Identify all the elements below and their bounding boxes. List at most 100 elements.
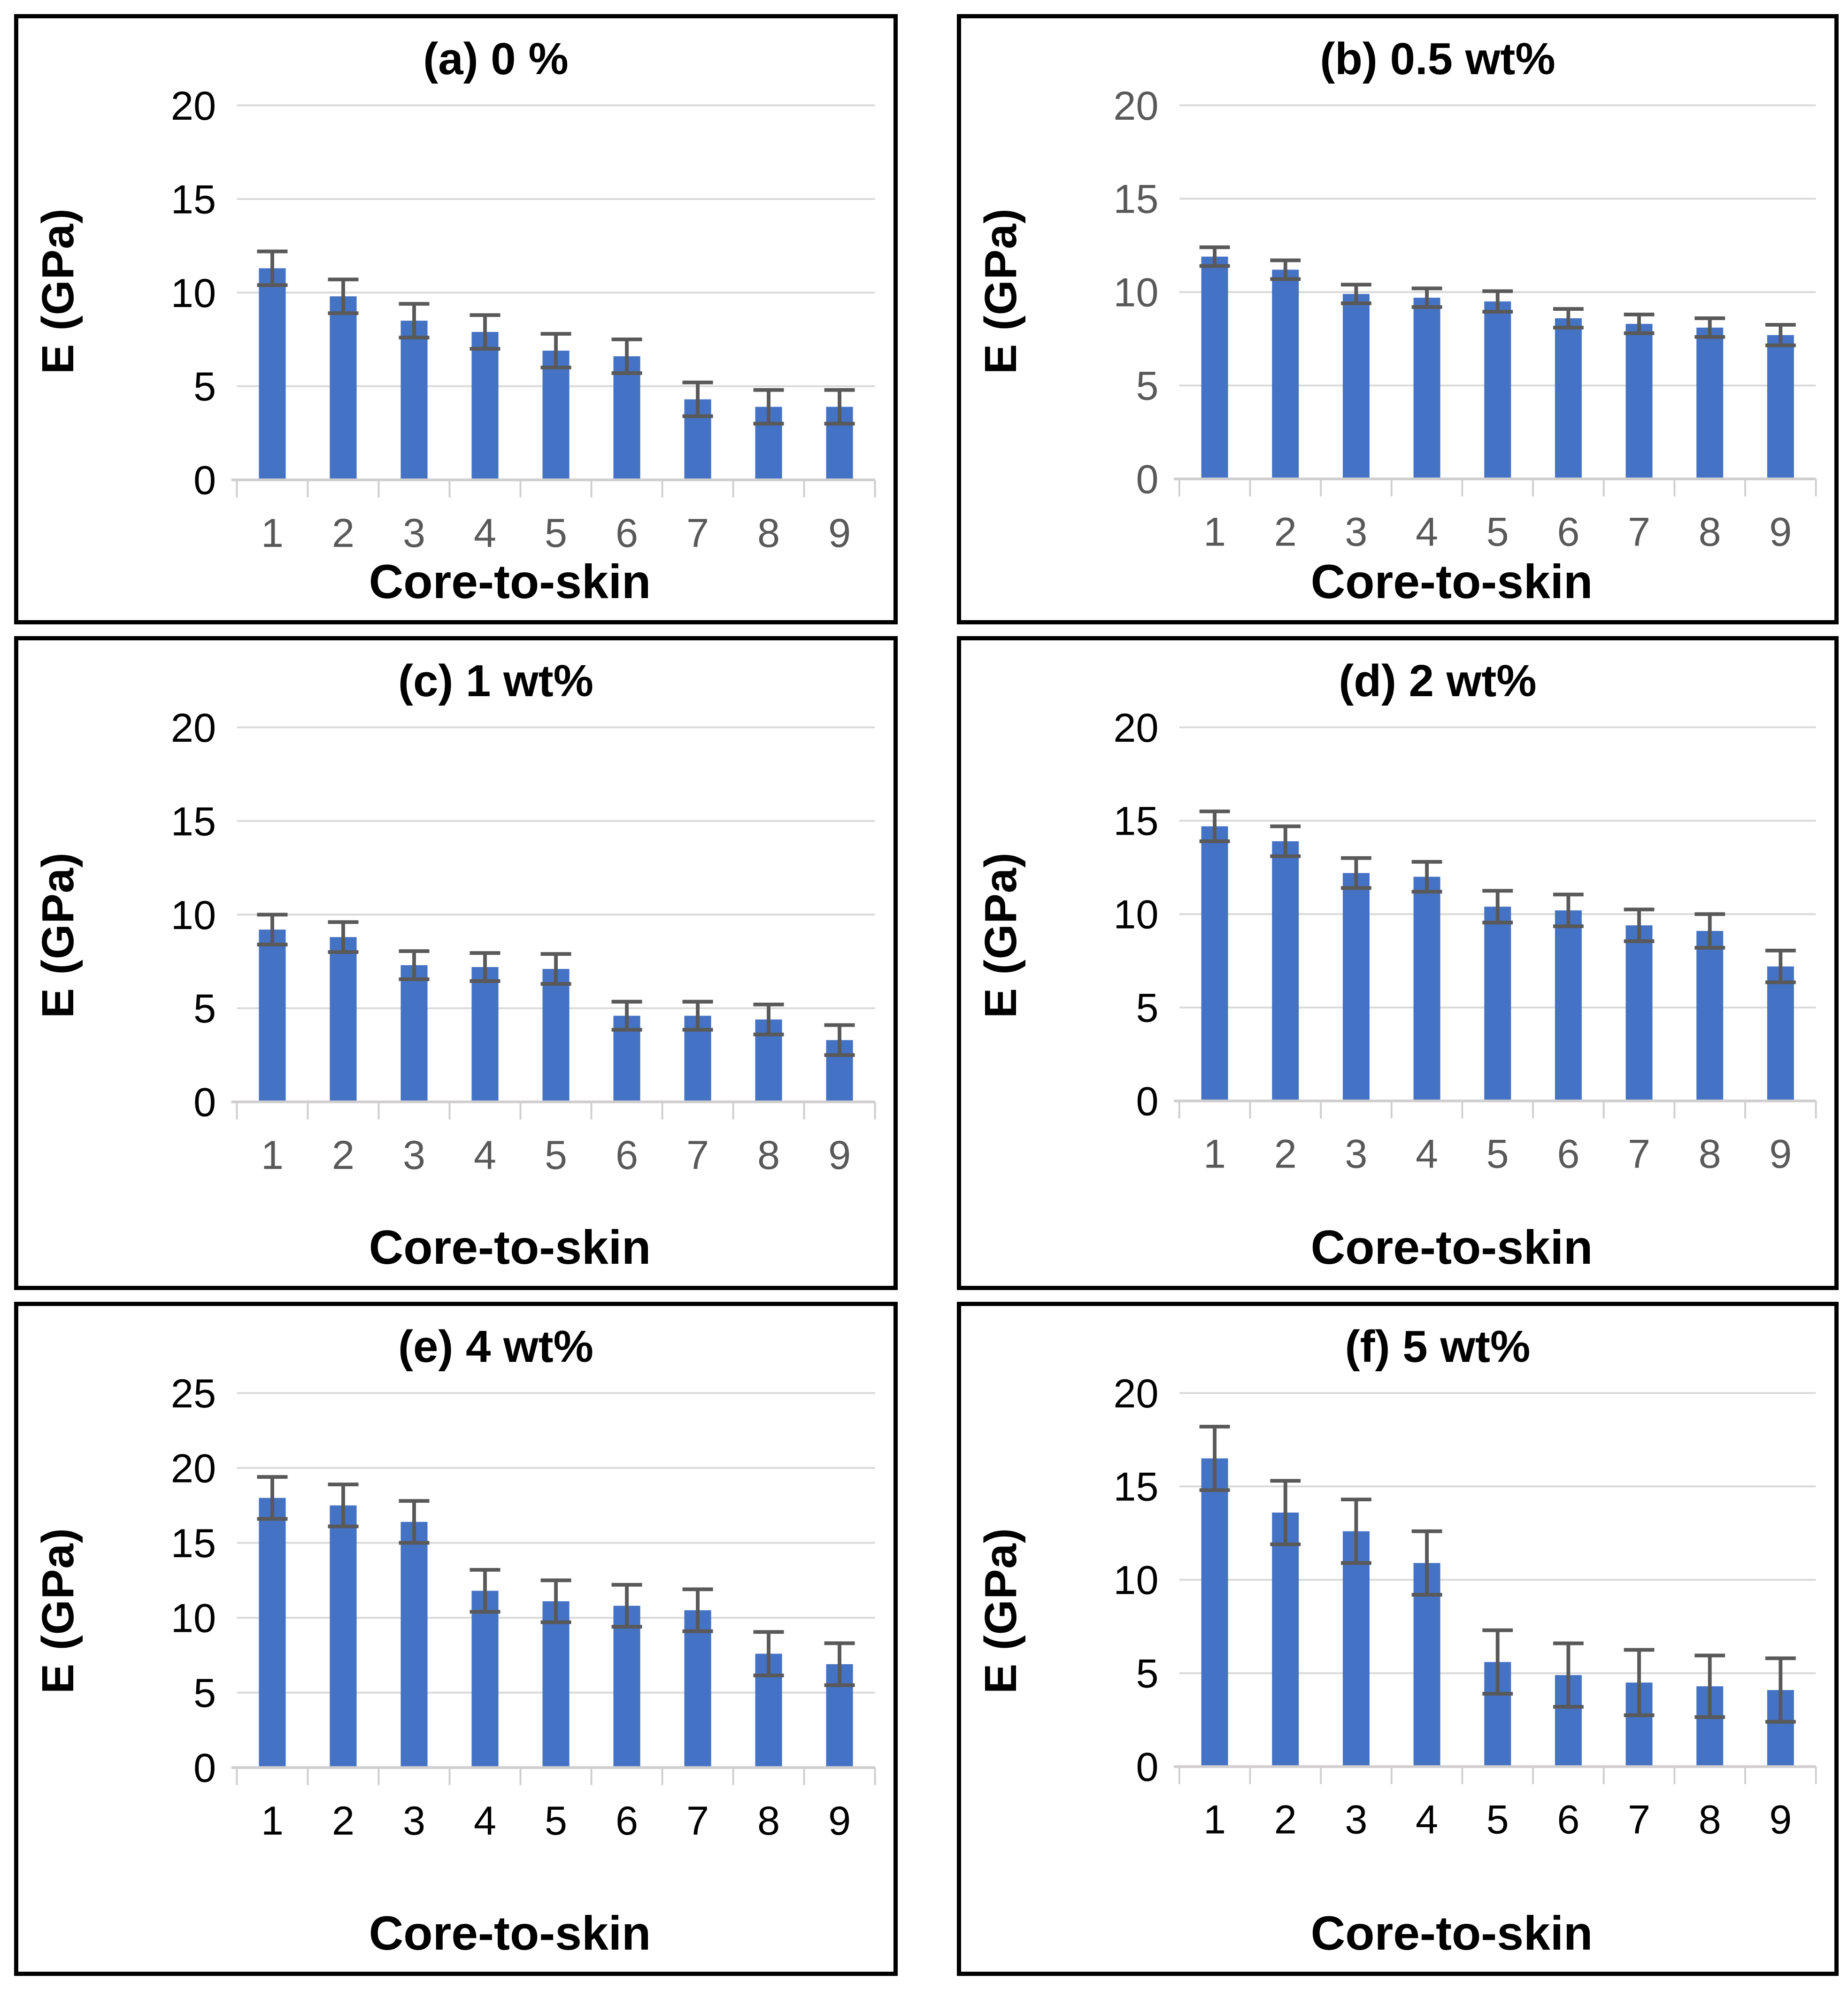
bar <box>330 937 357 1102</box>
y-tick-label: 5 <box>193 364 216 409</box>
y-tick-label: 5 <box>193 1671 216 1716</box>
x-tick-label: 6 <box>1557 1131 1579 1176</box>
y-tick-label: 5 <box>1136 985 1158 1030</box>
x-tick-label: 1 <box>1203 1131 1226 1176</box>
x-tick-label: 5 <box>1486 1131 1509 1176</box>
y-tick-label: 0 <box>193 1080 216 1125</box>
y-tick-label: 20 <box>171 709 216 751</box>
y-tick-label: 20 <box>1113 1375 1158 1416</box>
x-tick-label: 5 <box>545 1798 567 1844</box>
bar <box>542 968 570 1102</box>
bar <box>1342 293 1370 479</box>
x-tick-label: 7 <box>1628 509 1650 554</box>
chart-column: (e) 4 wt% 0 5 10 15 20 25 1 2 3 4 5 6 7 8 9 Core-to-sk… <box>98 1306 893 1972</box>
bar <box>1201 256 1228 479</box>
y-tick-label: 10 <box>1113 1558 1158 1603</box>
x-axis-label: Core-to-skin <box>369 1906 651 1960</box>
y-tick-label: 15 <box>171 1521 216 1566</box>
y-axis-label: E (GPa) <box>976 852 1026 1018</box>
bar <box>259 268 286 480</box>
x-tick-label: 8 <box>1699 509 1721 554</box>
y-axis-label: E (GPa) <box>976 208 1026 374</box>
x-tick-label: 1 <box>261 511 284 555</box>
y-tick-label: 25 <box>171 1375 216 1416</box>
y-tick-label: 10 <box>171 270 216 315</box>
bar <box>1201 826 1228 1101</box>
x-axis-label: Core-to-skin <box>1310 554 1593 608</box>
x-tick-label: 1 <box>1203 1797 1226 1842</box>
x-tick-label: 7 <box>686 1133 709 1178</box>
x-axis-label: Core-to-skin <box>369 1220 651 1274</box>
y-axis-label-column: E (GPa) <box>961 18 1041 620</box>
x-tick-label: 9 <box>828 1133 851 1178</box>
chart-svg: 0 5 10 15 20 1 2 3 4 5 6 7 8 9 <box>171 709 876 1178</box>
x-tick-label: 1 <box>261 1133 284 1178</box>
x-tick-label: 2 <box>332 511 354 555</box>
chart-svg: 0 5 10 15 20 1 2 3 4 5 6 7 8 9 <box>171 87 876 555</box>
bar <box>1555 910 1582 1101</box>
y-tick-label: 10 <box>171 1596 216 1641</box>
x-tick-label: 2 <box>332 1798 354 1844</box>
bar <box>400 965 428 1102</box>
y-axis-label-column: E (GPa) <box>18 640 98 1286</box>
y-tick-label: 0 <box>193 458 216 503</box>
chart-column: (d) 2 wt% 0 5 10 15 20 1 2 3 4 5 6 7 8 9 Core-to-skin <box>1041 640 1834 1286</box>
chart-column: (a) 0 % 0 5 10 15 20 1 2 3 4 5 6 7 8 9 Core-to-skin <box>98 18 893 620</box>
x-tick-label: 9 <box>1769 1131 1792 1176</box>
x-tick-label: 9 <box>828 511 851 555</box>
y-tick-label: 5 <box>193 986 216 1031</box>
x-tick-label: 7 <box>1628 1131 1650 1176</box>
bar <box>1413 1563 1440 1767</box>
y-tick-label: 15 <box>171 177 216 222</box>
y-tick-label: 10 <box>171 892 216 937</box>
panel-title: (e) 4 wt% <box>398 1322 594 1372</box>
x-tick-label: 4 <box>474 511 496 555</box>
bar <box>684 1610 711 1767</box>
bar <box>1625 925 1653 1101</box>
chart-column: (b) 0.5 wt% 0 5 10 15 20 1 2 3 4 5 6 7 8 9 Core-to-sk… <box>1041 18 1834 620</box>
bar <box>1272 269 1299 479</box>
bar <box>1767 966 1794 1101</box>
y-tick-label: 5 <box>1136 1651 1158 1696</box>
x-tick-label: 6 <box>1557 1797 1579 1842</box>
panel-a: E (GPa) (a) 0 % 0 5 10 15 20 1 2 3 4 5 6 7 8 9 Core-t… <box>14 14 898 624</box>
y-tick-label: 20 <box>1113 709 1158 751</box>
x-tick-label: 9 <box>828 1798 851 1844</box>
x-tick-label: 2 <box>1274 509 1297 554</box>
x-tick-label: 9 <box>1769 1797 1792 1842</box>
y-tick-label: 0 <box>1136 1744 1158 1790</box>
y-tick-label: 10 <box>1113 892 1158 937</box>
y-tick-label: 20 <box>171 87 216 129</box>
panel-b: E (GPa) (b) 0.5 wt% 0 5 10 15 20 1 2 3 4 5 6 7 8 9 Co… <box>957 14 1839 624</box>
bar <box>471 967 499 1102</box>
x-tick-label: 7 <box>1628 1797 1650 1842</box>
panel-title: (f) 5 wt% <box>1345 1322 1531 1372</box>
x-tick-label: 5 <box>1486 509 1509 554</box>
panel-d: E (GPa) (d) 2 wt% 0 5 10 15 20 1 2 3 4 5 6 7 8 9 Core… <box>957 636 1839 1290</box>
bar <box>330 1505 357 1767</box>
bar <box>1767 335 1794 479</box>
chart-column: (c) 1 wt% 0 5 10 15 20 1 2 3 4 5 6 7 8 9 Core-to-skin <box>98 640 893 1286</box>
bar <box>1342 1531 1370 1767</box>
x-tick-label: 8 <box>757 1798 780 1844</box>
y-axis-label: E (GPa) <box>976 1528 1026 1694</box>
x-tick-label: 2 <box>1274 1131 1297 1176</box>
bar <box>1413 876 1440 1101</box>
x-tick-label: 4 <box>474 1133 496 1178</box>
bar <box>542 350 570 480</box>
bar <box>471 1590 499 1767</box>
y-tick-label: 15 <box>1113 799 1158 844</box>
x-tick-label: 5 <box>545 511 567 555</box>
y-axis-label-column: E (GPa) <box>18 18 98 620</box>
y-tick-label: 0 <box>193 1745 216 1790</box>
bar <box>1201 1458 1228 1767</box>
y-tick-label: 20 <box>1113 87 1158 129</box>
y-tick-label: 5 <box>1136 363 1158 408</box>
x-tick-label: 5 <box>545 1133 567 1178</box>
bar <box>613 356 640 480</box>
panel-f: E (GPa) (f) 5 wt% 0 5 10 15 20 1 2 3 4 5 6 7 8 9 Core… <box>957 1302 1839 1976</box>
bar <box>1272 841 1299 1101</box>
chart-svg: 0 5 10 15 20 1 2 3 4 5 6 7 8 9 <box>1113 87 1817 554</box>
chart-svg: 0 5 10 15 20 1 2 3 4 5 6 7 8 9 <box>1113 709 1817 1176</box>
x-tick-label: 7 <box>686 511 709 555</box>
